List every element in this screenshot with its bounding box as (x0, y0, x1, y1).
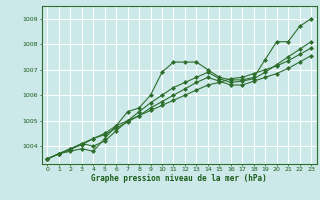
X-axis label: Graphe pression niveau de la mer (hPa): Graphe pression niveau de la mer (hPa) (91, 174, 267, 183)
